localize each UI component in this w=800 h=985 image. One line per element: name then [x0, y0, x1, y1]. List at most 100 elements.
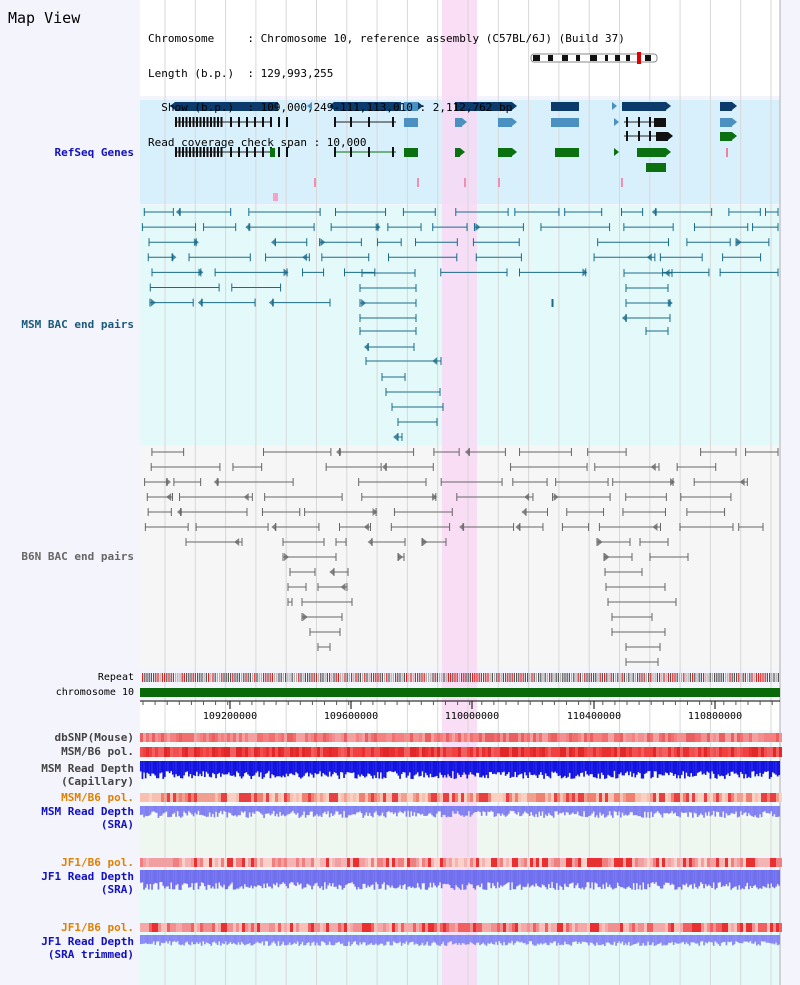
repeat-mark [201, 673, 203, 682]
heat-cell [161, 923, 164, 932]
depth-bar [775, 935, 777, 943]
heat-cell [161, 747, 164, 757]
depth-bar [388, 935, 390, 942]
dbsnp-track-label[interactable]: dbSNP(Mouse) [54, 731, 134, 744]
jf1-depth-trimmed-track-label[interactable]: JF1 Read Depth (SRA trimmed) [41, 935, 134, 961]
heat-cell [779, 733, 782, 742]
depth-bar [224, 806, 227, 812]
depth-bar [565, 870, 568, 887]
b6n-bac-track-label[interactable]: B6N BAC end pairs [21, 550, 134, 563]
depth-bar [679, 870, 681, 888]
heat-cell [269, 793, 272, 802]
depth-bar [586, 761, 589, 775]
heat-cell [746, 793, 749, 802]
heat-cell [470, 733, 473, 742]
exon-tick [206, 147, 209, 157]
heat-cell [638, 733, 641, 742]
gene-arrow [512, 118, 517, 126]
depth-bar [264, 870, 267, 888]
refseq-track-label[interactable]: RefSeq Genes [54, 146, 134, 159]
repeat-mark [289, 673, 291, 682]
repeat-mark [681, 673, 683, 682]
jf1-b6-pol-trimmed-track-label[interactable]: JF1/B6 pol. [61, 921, 134, 934]
depth-bar [527, 870, 529, 884]
depth-bar [402, 870, 405, 886]
heat-cell [173, 733, 176, 742]
depth-bar [280, 870, 283, 884]
depth-bar [648, 806, 651, 818]
bac-end-arrow [234, 538, 240, 546]
depth-bar [741, 935, 744, 944]
jf1-depth-sra-track-label[interactable]: JF1 Read Depth (SRA) [41, 870, 134, 896]
repeat-mark [458, 673, 460, 682]
heat-cell [482, 733, 485, 742]
depth-bar [452, 870, 454, 889]
msm-depth-capillary-track-label[interactable]: MSM Read Depth (Capillary) [41, 762, 134, 788]
repeat-mark [628, 673, 630, 682]
depth-bar [295, 935, 297, 944]
heat-cell [362, 793, 365, 802]
depth-bar [332, 870, 334, 884]
repeat-mark [491, 673, 493, 682]
heat-cell [758, 747, 761, 757]
depth-bar [399, 870, 401, 886]
heat-cell [479, 733, 482, 742]
heat-cell [740, 733, 743, 742]
heat-cell [701, 747, 704, 757]
depth-bar [280, 806, 283, 816]
depth-bar [362, 761, 365, 776]
msm-bac-track-label[interactable]: MSM BAC end pairs [21, 318, 134, 331]
depth-bar [162, 935, 165, 944]
depth-bar [167, 870, 169, 887]
depth-bar [608, 761, 611, 776]
heat-cell [353, 923, 356, 932]
msm-b6-pol-sra-track-label[interactable]: MSM/B6 pol. [61, 791, 134, 804]
exon-tick [368, 117, 370, 127]
gene-arrow [732, 132, 737, 140]
depth-bar [764, 870, 766, 887]
depth-bar [671, 806, 673, 812]
heat-cell [677, 733, 680, 742]
heat-cell [599, 733, 602, 742]
depth-bar [599, 761, 601, 779]
depth-bar [708, 761, 710, 773]
depth-bar [696, 870, 699, 889]
depth-bar [700, 870, 702, 883]
heat-cell [233, 923, 236, 932]
depth-bar [639, 761, 641, 774]
jf1-b6-pol-track-label[interactable]: JF1/B6 pol. [61, 856, 134, 869]
depth-bar [226, 806, 229, 818]
depth-bar [373, 806, 376, 813]
depth-bar [157, 935, 160, 942]
depth-bar [767, 935, 769, 943]
depth-bar [154, 806, 157, 813]
depth-bar [600, 870, 603, 890]
depth-bar [328, 761, 331, 772]
repeat-mark [161, 673, 163, 682]
heat-cell [725, 733, 728, 742]
msm-b6-pol-track-label[interactable]: MSM/B6 pol. [61, 745, 134, 758]
depth-bar [583, 870, 585, 890]
depth-bar [488, 761, 491, 773]
depth-bar [368, 870, 371, 888]
depth-bar [252, 935, 254, 946]
depth-bar [357, 935, 360, 946]
heat-cell [275, 858, 278, 867]
depth-bar [464, 935, 467, 945]
heat-cell [497, 733, 500, 742]
depth-bar [149, 935, 152, 945]
depth-bar [532, 870, 534, 885]
depth-bar [188, 761, 190, 777]
depth-bar [373, 761, 376, 776]
depth-bar [748, 870, 750, 890]
repeat-mark [267, 673, 269, 682]
heat-cell [659, 747, 662, 757]
depth-bar [164, 935, 166, 943]
msm-depth-sra-track-label[interactable]: MSM Read Depth (SRA) [41, 805, 134, 831]
bac-end-arrow [553, 493, 559, 501]
heat-cell [206, 858, 209, 867]
repeat-mark [769, 673, 771, 682]
depth-bar [493, 761, 496, 774]
heat-cell [752, 923, 755, 932]
